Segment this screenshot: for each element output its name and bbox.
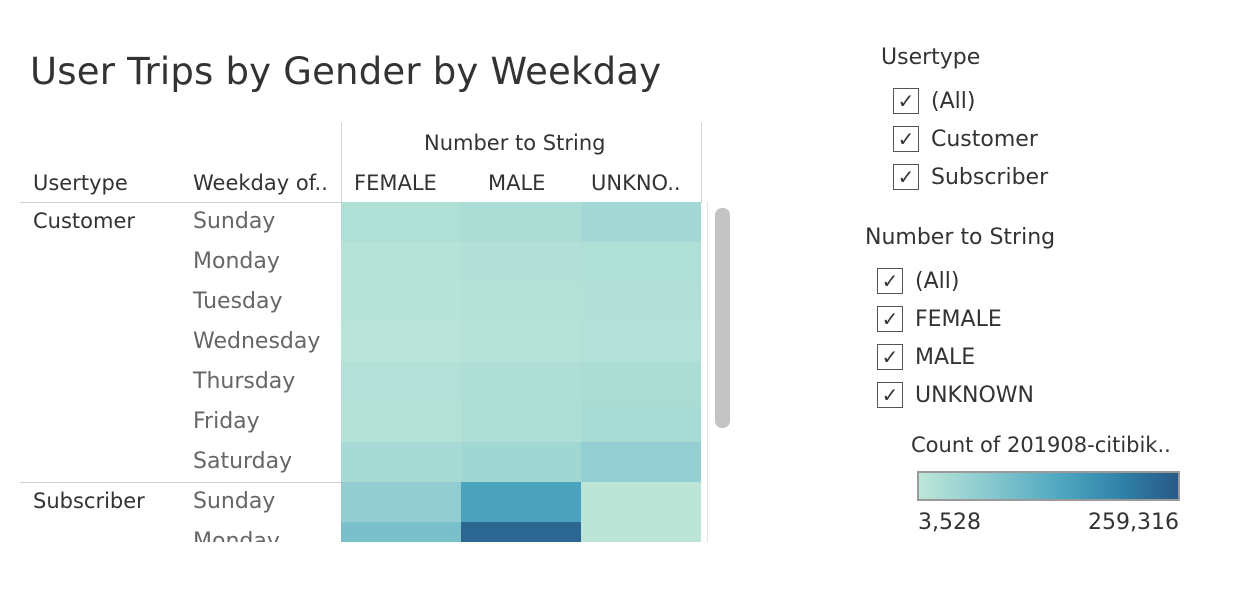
table-clip-mask <box>0 542 760 598</box>
row-label-customer-thursday: Thursday <box>193 369 296 394</box>
color-legend-gradient <box>917 471 1180 501</box>
heatmap-cell-r8-c2[interactable] <box>581 522 701 542</box>
checkbox-checked-icon[interactable]: ✓ <box>877 382 903 408</box>
filter-item-label: Subscriber <box>931 164 1049 190</box>
filter-item-label: FEMALE <box>915 306 1002 332</box>
heatmap-cell-r2-c0[interactable] <box>341 282 461 322</box>
heatmap-cell-r5-c2[interactable] <box>581 402 701 442</box>
checkbox-checked-icon[interactable]: ✓ <box>893 126 919 152</box>
heatmap-cell-r3-c2[interactable] <box>581 322 701 362</box>
checkbox-checked-icon[interactable]: ✓ <box>877 268 903 294</box>
heatmap-cell-r7-c0[interactable] <box>341 482 461 522</box>
checkbox-checked-icon[interactable]: ✓ <box>877 344 903 370</box>
usertype-dim-header: Usertype <box>33 171 128 195</box>
color-legend-title: Count of 201908-citibik.. <box>911 433 1171 457</box>
group-label-subscriber: Subscriber <box>33 489 145 513</box>
chart-title: User Trips by Gender by Weekday <box>30 50 662 93</box>
row-label-customer-tuesday: Tuesday <box>193 289 283 314</box>
heatmap-cell-r2-c2[interactable] <box>581 282 701 322</box>
row-label-customer-sunday: Sunday <box>193 209 276 234</box>
filter-item-label: (All) <box>931 88 976 114</box>
header-divider-left <box>341 122 342 202</box>
heatmap-cell-r3-c1[interactable] <box>461 322 581 362</box>
group-label-customer: Customer <box>33 209 136 233</box>
heatmap-cell-r3-c0[interactable] <box>341 322 461 362</box>
heatmap-grid[interactable] <box>341 202 701 542</box>
row-label-customer-friday: Friday <box>193 409 260 434</box>
filter-item-label: (All) <box>915 268 960 294</box>
heatmap-cell-r7-c1[interactable] <box>461 482 581 522</box>
heatmap-cell-r7-c2[interactable] <box>581 482 701 522</box>
heatmap-cell-r0-c2[interactable] <box>581 202 701 242</box>
heatmap-cell-r1-c2[interactable] <box>581 242 701 282</box>
heatmap-cell-r4-c2[interactable] <box>581 362 701 402</box>
col-header-unknown: UNKNO.. <box>591 171 681 195</box>
heatmap-cell-r5-c1[interactable] <box>461 402 581 442</box>
row-label-customer-saturday: Saturday <box>193 449 293 474</box>
filter-gender-all[interactable]: ✓ (All) <box>877 266 959 296</box>
checkbox-checked-icon[interactable]: ✓ <box>893 164 919 190</box>
row-label-customer-wednesday: Wednesday <box>193 329 321 354</box>
filter-title-usertype: Usertype <box>881 45 981 70</box>
filter-item-label: Customer <box>931 126 1038 152</box>
color-legend-max: 259,316 <box>1088 510 1179 535</box>
row-label-customer-monday: Monday <box>193 249 280 274</box>
filter-title-gender: Number to String <box>865 225 1056 250</box>
heatmap-cell-r0-c1[interactable] <box>461 202 581 242</box>
filter-item-label: UNKNOWN <box>915 382 1034 408</box>
heatmap-cell-r8-c0[interactable] <box>341 522 461 542</box>
heatmap-cell-r2-c1[interactable] <box>461 282 581 322</box>
heatmap-cell-r8-c1[interactable] <box>461 522 581 542</box>
column-group-header: Number to String <box>424 131 606 155</box>
checkbox-checked-icon[interactable]: ✓ <box>877 306 903 332</box>
filter-item-label: MALE <box>915 344 976 370</box>
filter-usertype-customer[interactable]: ✓ Customer <box>893 124 1038 154</box>
heatmap-cell-r1-c1[interactable] <box>461 242 581 282</box>
header-divider-right <box>701 122 702 202</box>
filter-gender-unknown[interactable]: ✓ UNKNOWN <box>877 380 1034 410</box>
heatmap-cell-r1-c0[interactable] <box>341 242 461 282</box>
heatmap-cell-r6-c1[interactable] <box>461 442 581 482</box>
filter-usertype-subscriber[interactable]: ✓ Subscriber <box>893 162 1048 192</box>
row-label-subscriber-sunday: Sunday <box>193 489 276 514</box>
heatmap-cell-r4-c0[interactable] <box>341 362 461 402</box>
heatmap-cell-r5-c0[interactable] <box>341 402 461 442</box>
heatmap-cell-r6-c2[interactable] <box>581 442 701 482</box>
col-header-female: FEMALE <box>354 171 437 195</box>
weekday-dim-header: Weekday of.. <box>193 171 328 195</box>
vertical-scrollbar-thumb[interactable] <box>715 208 730 428</box>
filter-gender-female[interactable]: ✓ FEMALE <box>877 304 1002 334</box>
heatmap-cell-r6-c0[interactable] <box>341 442 461 482</box>
filter-usertype-all[interactable]: ✓ (All) <box>893 86 975 116</box>
heatmap-cell-r0-c0[interactable] <box>341 202 461 242</box>
color-legend-min: 3,528 <box>918 510 981 535</box>
checkbox-checked-icon[interactable]: ✓ <box>893 88 919 114</box>
heatmap-cell-r4-c1[interactable] <box>461 362 581 402</box>
filter-gender-male[interactable]: ✓ MALE <box>877 342 975 372</box>
col-header-male: MALE <box>488 171 546 195</box>
